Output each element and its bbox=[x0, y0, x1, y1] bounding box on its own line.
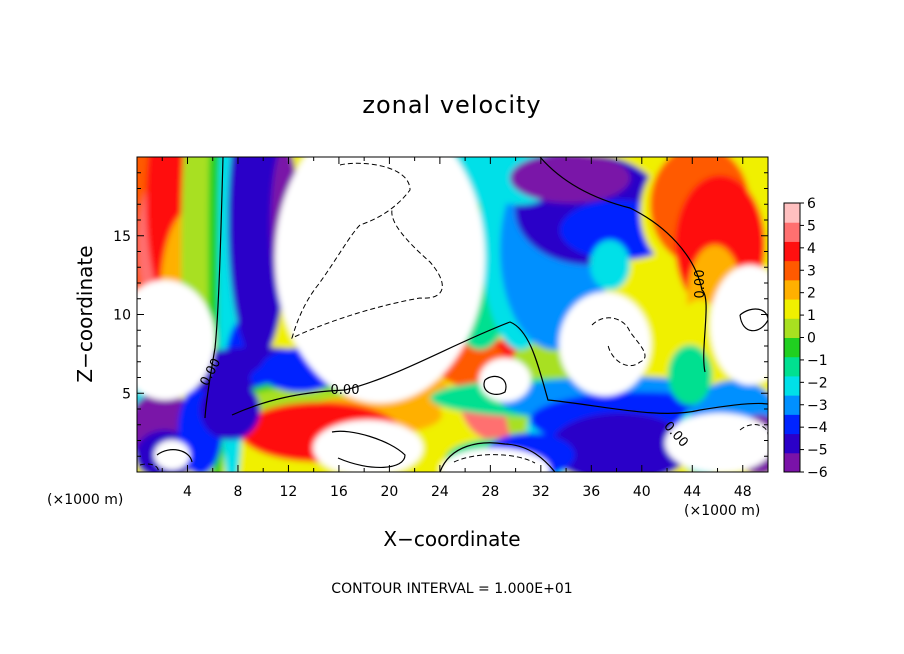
colorbar-swatch bbox=[784, 260, 800, 281]
out-of-range-patch bbox=[479, 358, 531, 402]
x-axis-label: X−coordinate bbox=[383, 527, 520, 551]
contour-line-zero bbox=[739, 308, 768, 332]
colorbar-swatch bbox=[784, 337, 800, 358]
out-of-range-patch bbox=[313, 420, 423, 472]
contour-line-negative bbox=[291, 162, 443, 339]
colorbar-swatch bbox=[784, 375, 800, 396]
contour-lines bbox=[139, 157, 768, 472]
contour-label: 0.00 bbox=[693, 270, 708, 299]
contour-line-zero bbox=[231, 321, 768, 416]
y-tick-label: 10 bbox=[113, 308, 131, 324]
x-axis-ticks: 4 8 12 16 20 24 28 32 36 40 44 48 bbox=[161, 157, 752, 500]
velocity-field bbox=[137, 157, 768, 472]
y-axis-label: Z−coordinate bbox=[73, 245, 97, 382]
colorbar-tick-label: 0 bbox=[807, 331, 816, 347]
field-patch bbox=[200, 380, 260, 440]
colorbar-swatch bbox=[784, 356, 800, 377]
colorbar-tick-label: −6 bbox=[807, 465, 828, 481]
x-tick-label: 8 bbox=[233, 484, 242, 500]
contour-line-zero bbox=[204, 157, 224, 419]
colorbar-swatch bbox=[784, 279, 800, 300]
contour-line-zero bbox=[156, 449, 193, 463]
x-tick-label: 32 bbox=[532, 484, 550, 500]
contour-line-zero bbox=[439, 442, 556, 472]
colorbar-swatch bbox=[784, 241, 800, 262]
colorbar: 6 5 4 3 2 1 0 −1 −2 −3 −4 −5 −6 bbox=[783, 196, 828, 481]
colorbar-tick-label: −1 bbox=[807, 353, 828, 369]
colorbar-swatch bbox=[784, 318, 800, 338]
colorbar-swatch bbox=[784, 222, 800, 242]
x-tick-label: 28 bbox=[481, 484, 499, 500]
out-of-range-patch bbox=[275, 157, 485, 403]
out-of-range-patch bbox=[440, 448, 550, 472]
colorbar-tick-label: 2 bbox=[807, 286, 816, 302]
contour-interval-note: CONTOUR INTERVAL = 1.000E+01 bbox=[331, 581, 572, 597]
out-of-range-patch bbox=[710, 265, 768, 385]
x-tick-label: 36 bbox=[582, 484, 600, 500]
x-units-label: (×1000 m) bbox=[47, 492, 123, 508]
colorbar-swatch bbox=[784, 433, 800, 454]
x-tick-label: 24 bbox=[431, 484, 449, 500]
x-tick-label: 20 bbox=[380, 484, 398, 500]
out-of-range-patch bbox=[154, 440, 190, 470]
colorbar-tick-label: 1 bbox=[807, 308, 816, 324]
contour-label: 0.00 bbox=[331, 383, 360, 398]
x-tick-label: 44 bbox=[683, 484, 701, 500]
colorbar-swatch bbox=[784, 203, 800, 223]
chart-title: zonal velocity bbox=[362, 91, 541, 119]
field-patch bbox=[510, 157, 630, 203]
colorbar-tick-label: −5 bbox=[807, 443, 828, 459]
field-patch bbox=[668, 345, 712, 405]
field-patch bbox=[590, 240, 630, 290]
colorbar-tick-label: 5 bbox=[807, 218, 816, 234]
y-axis-ticks: 5 10 15 bbox=[113, 172, 768, 457]
y-tick-label: 15 bbox=[113, 229, 131, 245]
colorbar-tick-label: 4 bbox=[807, 241, 816, 257]
colorbar-swatch bbox=[784, 414, 800, 435]
contour-line-zero bbox=[483, 375, 507, 395]
colorbar-tick-label: −4 bbox=[807, 420, 828, 436]
y-units-label: (×1000 m) bbox=[684, 503, 760, 519]
colorbar-swatch bbox=[784, 395, 800, 415]
x-tick-label: 16 bbox=[330, 484, 348, 500]
colorbar-tick-label: −3 bbox=[807, 398, 828, 414]
contour-line-negative bbox=[591, 317, 646, 367]
x-tick-label: 12 bbox=[280, 484, 298, 500]
x-tick-label: 48 bbox=[734, 484, 752, 500]
colorbar-tick-label: 6 bbox=[807, 196, 816, 212]
x-tick-label: 40 bbox=[633, 484, 651, 500]
contour-line-zero bbox=[539, 157, 707, 373]
colorbar-tick-label: 3 bbox=[807, 263, 816, 279]
out-of-range-patch bbox=[137, 280, 215, 400]
contour-line-zero bbox=[331, 430, 406, 468]
colorbar-tick-label: −2 bbox=[807, 375, 828, 391]
colorbar-swatch bbox=[784, 452, 800, 473]
contour-line-negative bbox=[453, 454, 536, 464]
field-patch bbox=[550, 413, 690, 472]
contour-line-negative bbox=[139, 463, 159, 472]
y-tick-label: 5 bbox=[122, 386, 131, 402]
colorbar-swatch bbox=[784, 299, 800, 319]
x-tick-label: 4 bbox=[183, 484, 192, 500]
plot-area bbox=[137, 157, 768, 472]
out-of-range-patch bbox=[559, 292, 651, 396]
